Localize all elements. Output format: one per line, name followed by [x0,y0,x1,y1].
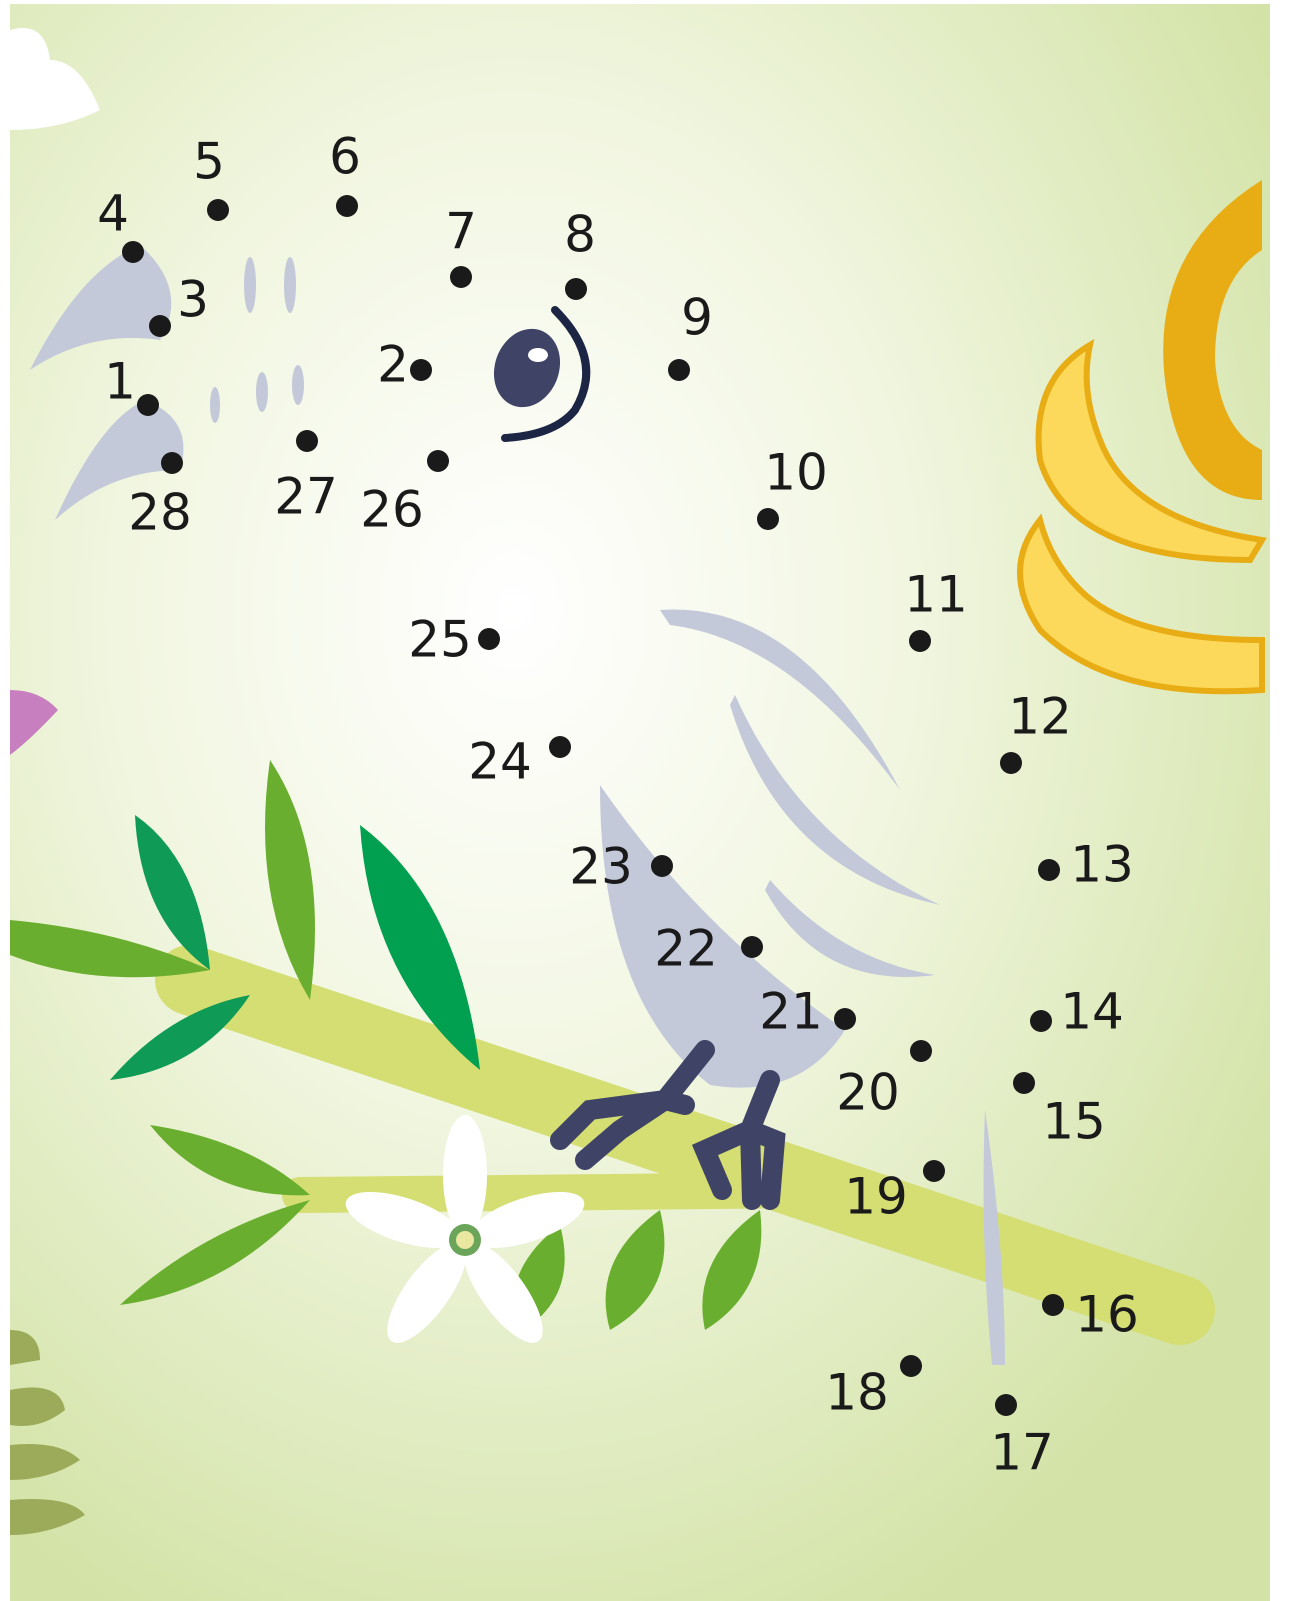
dot [741,936,763,958]
dot [478,628,500,650]
dot-number: 28 [128,484,192,542]
page: 1234567891011121314151617181920212223242… [0,0,1293,1601]
dot [122,241,144,263]
dot-number: 9 [681,289,713,347]
dot [137,394,159,416]
dot [336,195,358,217]
dot-number: 13 [1070,836,1134,894]
dot [909,630,931,652]
dot [410,359,432,381]
dot-number: 15 [1042,1093,1106,1151]
dot-number: 26 [360,481,424,539]
dot [296,430,318,452]
dot-number: 7 [445,203,477,261]
dot-number: 20 [836,1064,900,1122]
dot-number: 11 [904,566,968,624]
dot [1000,752,1022,774]
dot [834,1008,856,1030]
dot-number: 14 [1060,983,1124,1041]
background [10,4,1270,1601]
dot-number: 3 [177,271,209,329]
dot [450,266,472,288]
dot [161,452,183,474]
dot [651,855,673,877]
dot [923,1160,945,1182]
dot-number: 27 [274,468,338,526]
dot [149,315,171,337]
dot-number: 1 [104,353,136,411]
dot [207,199,229,221]
dot [1038,859,1060,881]
dot [1013,1072,1035,1094]
dot-number: 4 [97,185,129,243]
dot [549,736,571,758]
dot [995,1394,1017,1416]
dot-number: 2 [377,336,409,394]
dot [668,359,690,381]
dot [1042,1294,1064,1316]
dot-number: 23 [569,838,633,896]
dot-number: 16 [1075,1286,1139,1344]
dot-number: 10 [764,444,828,502]
dot-number: 12 [1008,688,1072,746]
dot-number: 21 [759,983,823,1041]
dot [757,508,779,530]
dot [427,450,449,472]
dot-number: 19 [844,1168,908,1226]
dot-number: 5 [193,133,225,191]
dot-number: 17 [990,1424,1054,1482]
dot-number: 22 [654,920,718,978]
dot-number: 24 [468,733,532,791]
dot [1030,1010,1052,1032]
dot-number: 25 [408,611,472,669]
puzzle: 1234567891011121314151617181920212223242… [0,0,1293,1601]
dot [910,1040,932,1062]
dot-number: 6 [329,128,361,186]
dot [565,278,587,300]
dot [900,1355,922,1377]
dot-number: 18 [825,1364,889,1422]
dot-number: 8 [564,206,596,264]
